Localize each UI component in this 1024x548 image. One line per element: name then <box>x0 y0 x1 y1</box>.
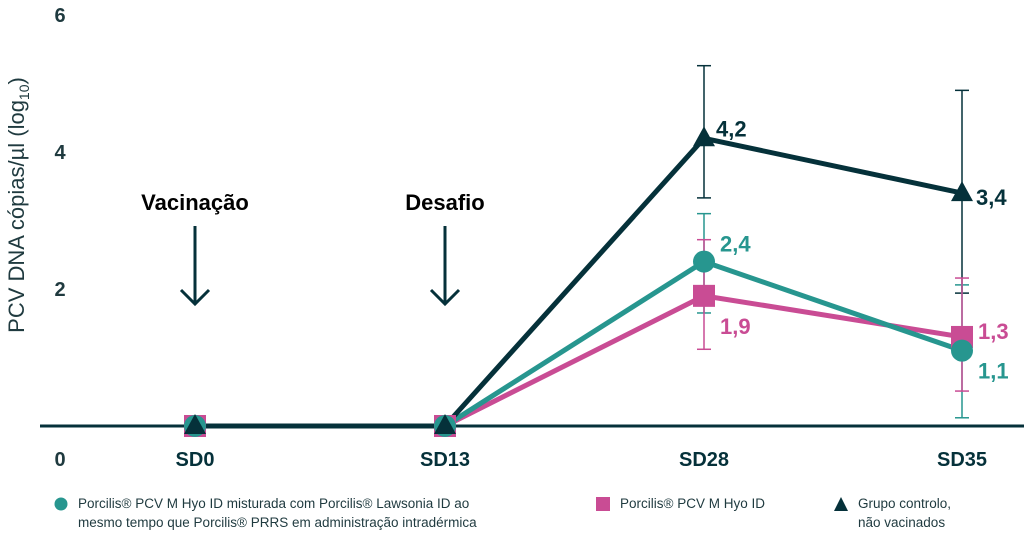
data-label: 3,4 <box>976 185 1007 210</box>
legend-item-2: Grupo controlo, não vacinados <box>834 494 951 532</box>
arrow-down-icon <box>429 226 461 307</box>
y-tick-label: 2 <box>54 279 65 301</box>
annotation-label: Desafio <box>405 190 484 215</box>
legend-triangle-icon <box>834 497 848 511</box>
legend-circle-icon <box>54 497 68 511</box>
data-label: 1,1 <box>978 359 1009 384</box>
legend-item-1: Porcilis® PCV M Hyo ID <box>596 494 765 513</box>
data-label: 1,9 <box>720 314 751 339</box>
y-axis-label: PCV DNA cópias/µl (log10) <box>4 77 32 333</box>
x-tick-label: SD0 <box>176 449 215 471</box>
legend-label: Porcilis® PCV M Hyo ID misturada com Por… <box>78 496 470 511</box>
y-tick-label: 0 <box>54 449 65 471</box>
data-point-square <box>693 284 715 307</box>
x-tick-label: SD35 <box>937 449 987 471</box>
data-label: 2,4 <box>720 232 751 257</box>
y-tick-label: 6 <box>54 5 65 27</box>
data-point-triangle <box>693 126 715 147</box>
x-tick-label: SD13 <box>420 449 470 471</box>
data-point-triangle <box>951 181 973 202</box>
legend-label: Grupo controlo, <box>858 496 952 511</box>
series-line <box>195 259 963 429</box>
legend-label: Porcilis® PCV M Hyo ID <box>620 496 765 511</box>
y-tick-label: 4 <box>54 142 66 164</box>
series-line <box>195 135 963 429</box>
x-tick-label: SD28 <box>679 449 729 471</box>
annotation-label: Vacinação <box>141 190 249 215</box>
legend-square-icon <box>596 497 610 511</box>
legend-label: mesmo tempo que Porcilis® PRRS em admini… <box>78 515 477 530</box>
data-point-triangle <box>434 414 456 434</box>
data-label: 4,2 <box>716 116 747 141</box>
data-point-triangle <box>184 414 206 434</box>
legend-item-0: Porcilis® PCV M Hyo ID misturada com Por… <box>54 494 477 532</box>
data-point-circle <box>693 250 715 273</box>
data-point-circle <box>951 339 973 362</box>
series-line <box>195 293 963 429</box>
legend-label: não vacinados <box>858 515 946 530</box>
data-label: 1,3 <box>978 319 1009 344</box>
arrow-down-icon <box>179 226 211 307</box>
